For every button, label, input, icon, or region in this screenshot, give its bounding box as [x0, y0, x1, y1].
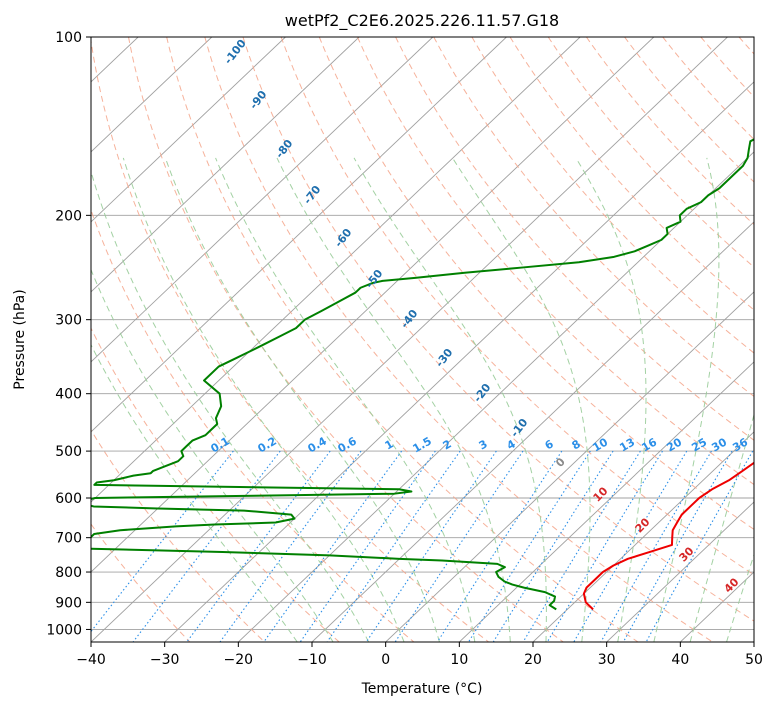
y-tick-label: 500 [55, 444, 82, 460]
y-tick-label: 700 [55, 531, 82, 547]
y-tick-label: 200 [55, 208, 82, 224]
y-tick-label: 300 [55, 313, 82, 329]
isotherm-line [91, 37, 655, 573]
moist-adiabat-line [91, 268, 334, 642]
dry-adiabat-line [91, 327, 340, 642]
y-tick-label: 100 [55, 30, 82, 46]
x-tick-label: 50 [745, 652, 763, 668]
moist-adiabat-line [575, 157, 647, 642]
x-tick-label: 10 [450, 652, 468, 668]
mixing-ratio-line [622, 450, 733, 642]
x-tick-label: 20 [524, 652, 542, 668]
dry-adiabat-line [662, 37, 754, 141]
dry-adiabat-line [280, 37, 754, 576]
moist-adiabat-line [353, 157, 547, 642]
isotherm-line [91, 37, 360, 293]
temperature-profile-line [582, 461, 754, 611]
moist-adiabat-line [689, 412, 754, 642]
x-tick-label: 30 [598, 652, 616, 668]
x-tick-label: −20 [224, 652, 254, 668]
isotherm-line [91, 37, 286, 223]
x-tick-label: 40 [671, 652, 689, 668]
mixing-ratio-line [263, 450, 403, 642]
dry-adiabat-line [509, 37, 754, 311]
x-axis-title: Temperature (°C) [361, 681, 483, 697]
y-axis-ticks: 100 200 300 400 500 600 700 800 900 1000 [46, 30, 91, 638]
x-tick-label: −30 [150, 652, 180, 668]
dry-adiabat-line [166, 37, 639, 642]
isotherm-line [606, 501, 754, 642]
x-tick-label: −10 [297, 652, 327, 668]
mixing-ratio-line [645, 450, 754, 642]
mixing-ratio-line [546, 450, 664, 642]
moist-adiabat-line [653, 157, 720, 642]
isotherm-line [164, 81, 754, 642]
dry-adiabat-line [471, 37, 754, 354]
sounding-series [91, 138, 754, 611]
moist-adiabat-line [215, 157, 476, 642]
y-tick-label: 600 [55, 491, 82, 507]
isotherm-line [91, 37, 728, 642]
isotherm-line [532, 431, 754, 642]
moist-adiabat-line [452, 157, 591, 642]
mixing-ratio-line [326, 450, 461, 642]
dry-adiabat-line [395, 37, 754, 441]
y-axis-title: Pressure (hPa) [12, 289, 28, 389]
mixing-ratio-lines [91, 450, 754, 642]
y-tick-label: 400 [55, 387, 82, 403]
isotherm-line [385, 291, 754, 642]
isotherm-line [238, 151, 754, 642]
dry-adiabat-line [91, 37, 489, 642]
plot-frame [90, 36, 755, 643]
dry-adiabat-line [433, 37, 754, 398]
dry-adiabat-line [91, 429, 265, 642]
isotherm-line [91, 37, 507, 433]
moist-adiabat-line [122, 157, 405, 642]
isotherm-line [91, 37, 434, 363]
x-axis-ticks: −40 −30 −20 −10 0 10 20 30 40 50 [76, 642, 763, 668]
x-tick-label: 0 [381, 652, 390, 668]
dry-adiabat-line [91, 523, 191, 642]
mixing-ratio-line [468, 450, 591, 642]
mixing-ratio-line [91, 450, 234, 633]
moist-adiabat-line [164, 157, 440, 642]
y-tick-label: 1000 [46, 622, 82, 638]
moist-adiabat-line [91, 169, 370, 642]
moist-adiabat-line [726, 553, 754, 642]
mixing-ratio-line [365, 450, 497, 642]
chart-title: wetPf2_C2E6.2025.226.11.57.G18 [285, 11, 559, 31]
dry-adiabat-line [318, 37, 754, 530]
isotherm-lines [91, 37, 754, 642]
dry-adiabat-line [204, 37, 713, 642]
dry-adiabat-lines [91, 37, 754, 642]
dry-adiabat-line [624, 37, 754, 183]
isotherm-line [91, 37, 581, 503]
mixing-ratio-line [600, 450, 712, 642]
mixing-ratio-line [132, 450, 281, 642]
mixing-ratio-line [522, 450, 641, 642]
isotherm-line [459, 361, 754, 642]
moist-adiabat-lines [91, 157, 754, 642]
y-tick-label: 800 [55, 565, 82, 581]
dry-adiabat-line [128, 37, 564, 642]
y-tick-label: 900 [55, 595, 82, 611]
x-tick-label: −40 [76, 652, 106, 668]
mixing-ratio-line [573, 450, 688, 642]
moist-adiabat-line [276, 157, 511, 642]
mixing-ratio-line [492, 450, 614, 642]
dry-adiabat-line [91, 208, 415, 642]
dewpoint-profile-line [91, 138, 754, 611]
mixing-ratio-line [299, 450, 436, 642]
dry-adiabat-line [242, 37, 754, 622]
isotherm-line [91, 37, 213, 153]
dry-adiabat-line [356, 37, 754, 486]
